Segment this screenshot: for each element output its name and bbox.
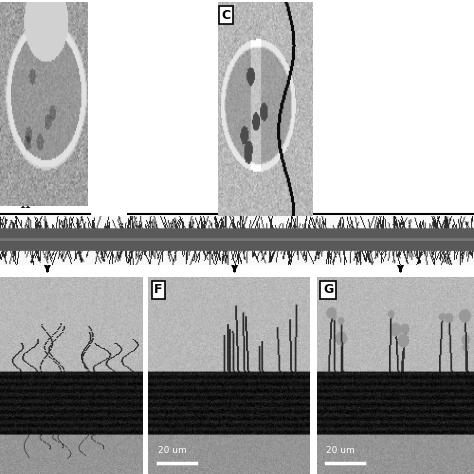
Text: II: II	[19, 197, 31, 211]
Text: G: G	[323, 283, 333, 296]
Text: F: F	[155, 283, 163, 296]
Text: C: C	[222, 9, 231, 22]
Text: 20 um: 20 um	[326, 447, 355, 456]
Text: 20 um: 20 um	[157, 447, 186, 456]
Text: III: III	[254, 206, 272, 220]
